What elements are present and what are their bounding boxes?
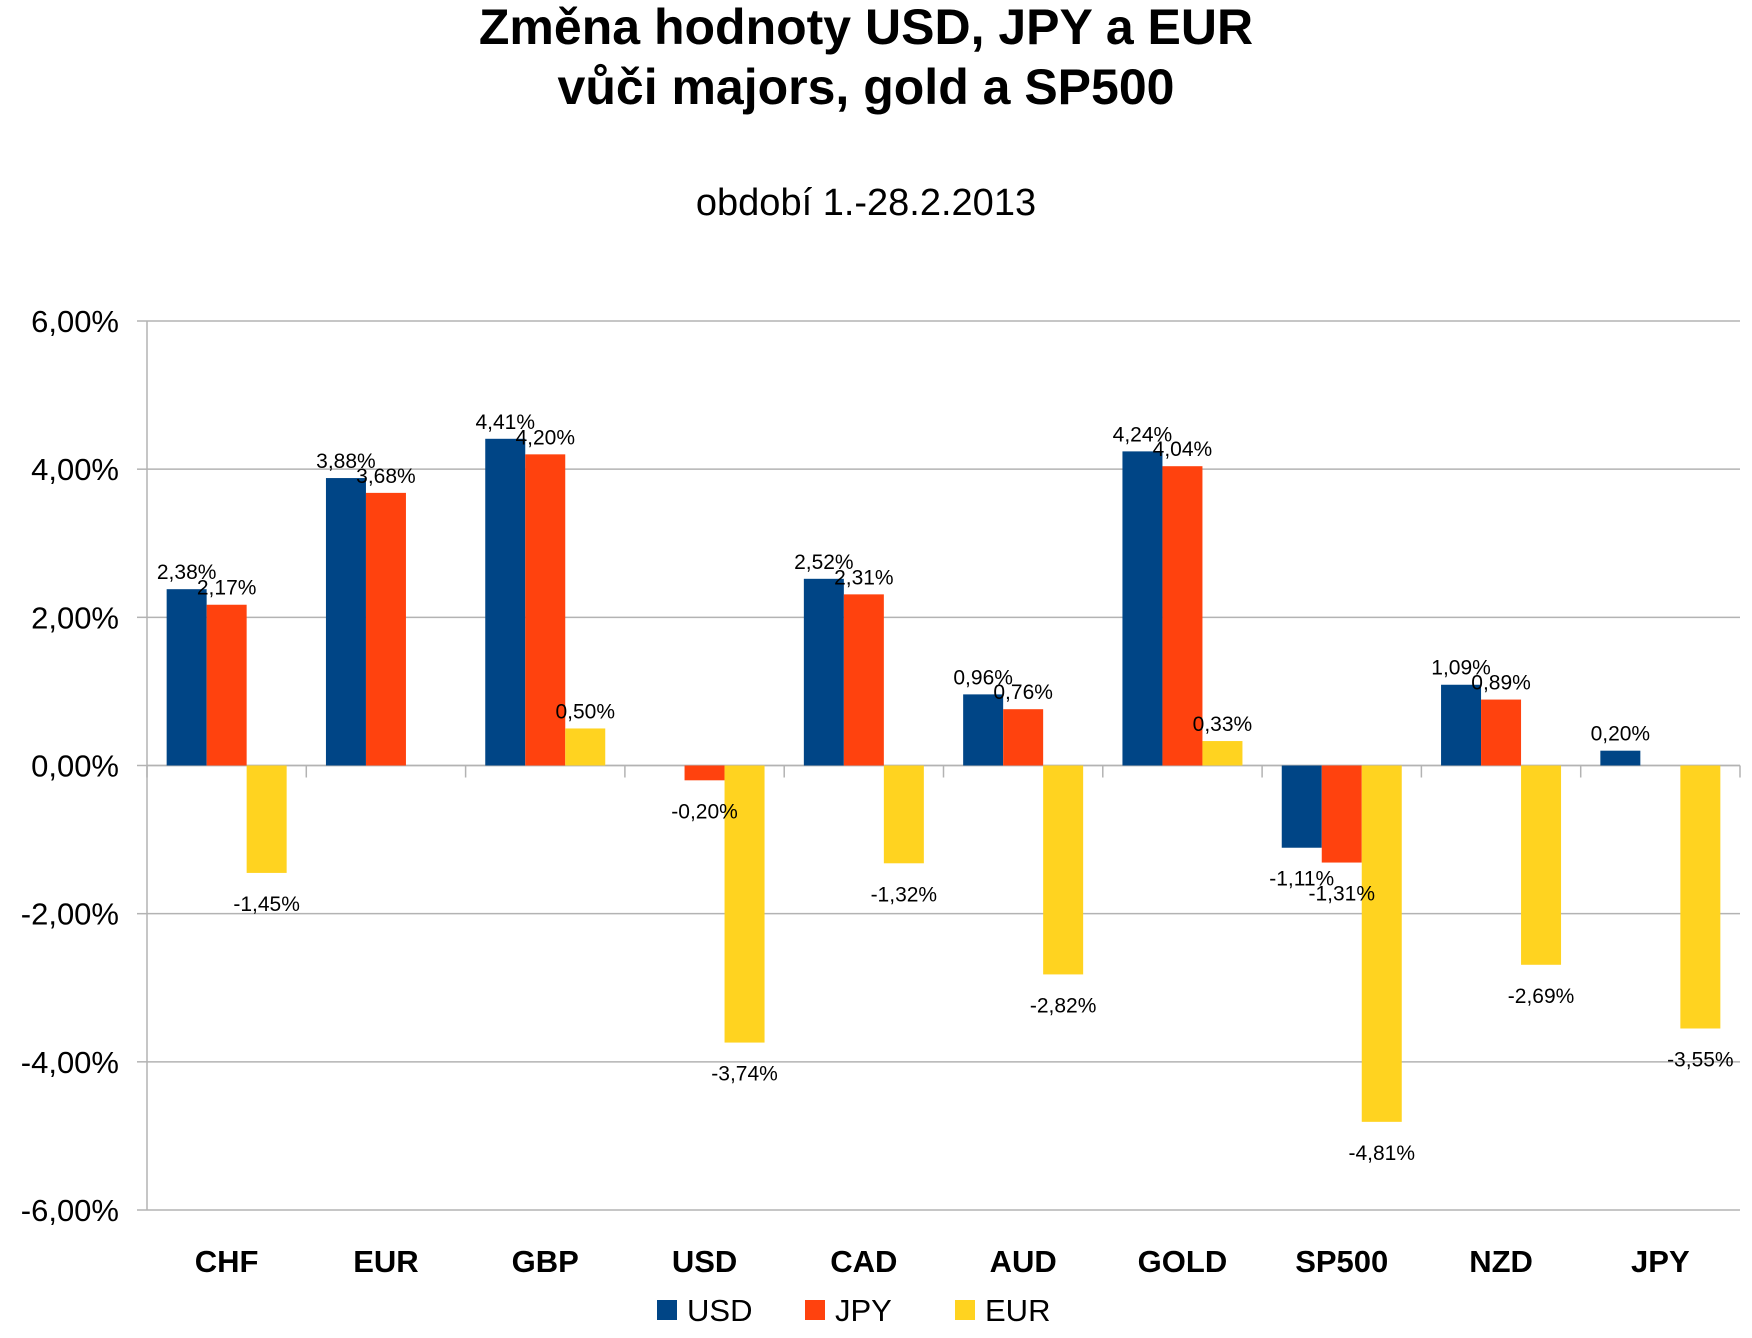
x-axis-ticks: CHF EUR GBP USD CAD AUD GOLD SP500 NZD JPY — [195, 1244, 1690, 1279]
data-labels: 2,38%2,17% -1,45% 3,88%3,68% 4,41%4,20% 0,50… — [157, 411, 1734, 1165]
y-axis-ticks: -6,00% -4,00% -2,00% 0,00% 2,00% 4,00% 6,00% — [21, 304, 119, 1228]
data-label: 2,31% — [834, 566, 894, 589]
bar-usd-cad — [803, 578, 844, 766]
bar-usd-aud — [963, 694, 1004, 766]
legend-label-eur: EUR — [985, 1293, 1050, 1328]
y-tick-label: -4,00% — [21, 1045, 119, 1080]
data-label: 1,09% — [1431, 657, 1491, 680]
data-label: 3,88% — [316, 450, 376, 473]
data-label: 0,96% — [953, 666, 1013, 689]
data-label: -3,74% — [711, 1063, 778, 1086]
bar-jpy-aud — [1003, 709, 1044, 766]
data-label: -3,55% — [1667, 1048, 1734, 1071]
bar-eur-cad — [883, 765, 924, 864]
bar-jpy-nzd — [1481, 699, 1522, 766]
data-label: -4,81% — [1348, 1142, 1415, 1165]
data-label: 4,04% — [1153, 438, 1213, 461]
bar-jpy-sp500 — [1321, 765, 1362, 863]
bar-eur-usd — [724, 765, 765, 1043]
data-label: -1,32% — [871, 883, 938, 906]
y-tick-label: 0,00% — [31, 749, 119, 784]
x-tick-label: EUR — [353, 1244, 418, 1279]
data-label: 0,33% — [1193, 713, 1253, 736]
bar-usd-sp500 — [1281, 765, 1322, 848]
x-tick-label: SP500 — [1295, 1244, 1388, 1279]
bar-usd-chf — [166, 589, 207, 766]
chart-subtitle: období 1.-28.2.2013 — [696, 182, 1036, 224]
data-label: 4,41% — [475, 411, 535, 434]
y-tick-label: 2,00% — [31, 600, 119, 635]
data-label: 0,20% — [1591, 723, 1651, 746]
bar-jpy-cad — [843, 594, 884, 766]
bar-jpy-usd — [684, 765, 725, 781]
legend-swatch-usd — [657, 1300, 677, 1320]
data-label: 3,68% — [356, 465, 416, 488]
data-label: 0,50% — [555, 700, 615, 723]
data-label: -1,45% — [233, 893, 300, 916]
data-label: 4,20% — [515, 426, 575, 449]
data-label: -1,11% — [1269, 868, 1334, 891]
data-label: 2,17% — [197, 577, 257, 600]
bar-jpy-eur — [365, 492, 406, 766]
bar-eur-aud — [1043, 765, 1084, 975]
bar-eur-gold — [1202, 741, 1243, 766]
legend-swatch-eur — [955, 1300, 975, 1320]
data-label: 2,52% — [794, 551, 854, 574]
y-tick-label: 4,00% — [31, 452, 119, 487]
x-tick-label: USD — [672, 1244, 737, 1279]
bar-usd-nzd — [1441, 684, 1482, 766]
data-label: 0,76% — [993, 681, 1053, 704]
bar-usd-eur — [325, 478, 366, 766]
chart-title-line-1: Změna hodnoty USD, JPY a EUR — [479, 0, 1253, 55]
chart-title-line-2: vůči majors, gold a SP500 — [558, 59, 1175, 115]
x-tick-label: NZD — [1469, 1244, 1533, 1279]
legend-label-usd: USD — [687, 1293, 752, 1328]
y-tick-label: -2,00% — [21, 897, 119, 932]
x-tick-label: AUD — [990, 1244, 1057, 1279]
bar-eur-sp500 — [1361, 765, 1402, 1122]
y-tick-label: 6,00% — [31, 304, 119, 339]
data-label: 4,24% — [1113, 423, 1173, 446]
data-label: -2,69% — [1508, 985, 1575, 1008]
x-tick-label: CAD — [830, 1244, 897, 1279]
data-label: -1,31% — [1308, 883, 1375, 906]
legend: USD JPY EUR — [657, 1293, 1050, 1328]
bar-usd-gbp — [485, 438, 526, 766]
x-tick-label: JPY — [1631, 1244, 1690, 1279]
bar-eur-jpy — [1680, 765, 1721, 1029]
bar-jpy-gbp — [525, 454, 566, 766]
bar-jpy-gold — [1162, 466, 1203, 766]
bars — [166, 438, 1721, 1122]
x-tick-label: GBP — [512, 1244, 579, 1279]
bar-eur-chf — [246, 765, 287, 873]
gridlines — [137, 320, 1741, 1211]
bar-eur-gbp — [565, 728, 606, 766]
bar-eur-nzd — [1521, 765, 1562, 965]
y-tick-label: -6,00% — [21, 1193, 119, 1228]
data-label: 0,89% — [1471, 672, 1531, 695]
x-tick-label: CHF — [195, 1244, 259, 1279]
x-tick-label: GOLD — [1138, 1244, 1228, 1279]
bar-usd-jpy — [1600, 750, 1641, 766]
bar-jpy-chf — [206, 604, 247, 766]
data-label: 2,38% — [157, 561, 217, 584]
legend-label-jpy: JPY — [835, 1293, 892, 1328]
data-label: -0,20% — [671, 800, 738, 823]
legend-swatch-jpy — [805, 1300, 825, 1320]
bar-usd-gold — [1122, 451, 1163, 766]
data-label: -2,82% — [1030, 994, 1097, 1017]
